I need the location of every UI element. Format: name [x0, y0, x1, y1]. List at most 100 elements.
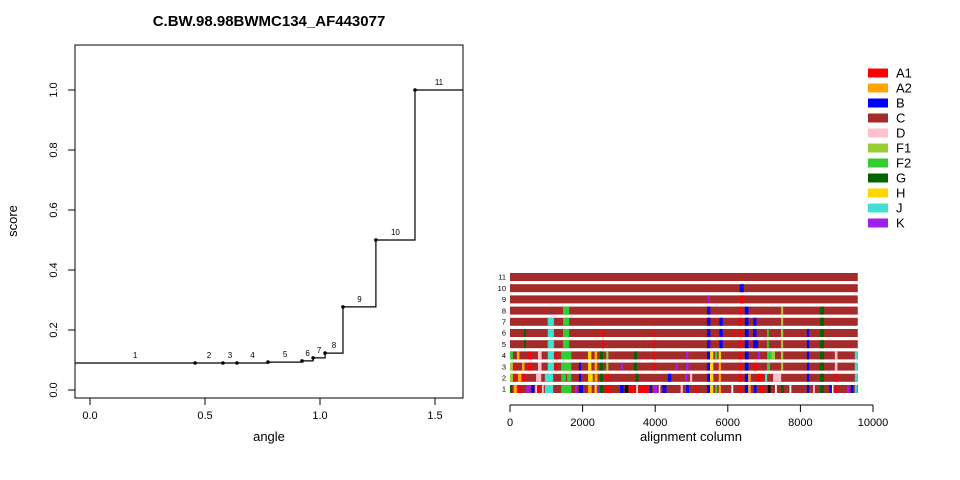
row-stripe-A1 [602, 340, 605, 349]
row-stripe-A2 [718, 373, 721, 382]
row-stripe-J [854, 385, 858, 393]
row-label: 9 [502, 295, 506, 304]
step-marker [341, 305, 345, 309]
row-stripe-G [600, 351, 603, 360]
step-marker [323, 351, 327, 355]
row-label: 3 [502, 362, 506, 371]
alignment-row-2: 2 [502, 374, 858, 383]
row-stripe-F1 [606, 362, 609, 371]
row-stripe-J [544, 385, 554, 393]
row-stripe-white [636, 385, 638, 393]
row-stripe-K [597, 385, 599, 393]
row-base-bar [510, 373, 858, 382]
row-base-bar [510, 306, 858, 315]
row-stripe-D [773, 373, 782, 382]
row-stripe-H [710, 373, 714, 382]
legend-label-B: B [896, 96, 905, 111]
row-stripe-K [621, 362, 624, 371]
legend-swatch-C [868, 113, 888, 123]
row-stripe-H [588, 373, 593, 382]
row-stripe-B [649, 385, 652, 393]
alignment-row-1: 1 [502, 385, 858, 394]
row-stripe-A1 [738, 362, 742, 371]
row-stripe-H [710, 362, 714, 371]
row-stripe-A1 [756, 373, 763, 382]
row-stripe-B [744, 351, 749, 360]
row-stripe-B [707, 373, 711, 382]
y-axis-label-score: score [5, 205, 20, 237]
row-stripe-B [829, 385, 832, 393]
row-stripe-A1 [513, 373, 516, 382]
row-stripe-J [854, 373, 858, 382]
row-stripe-A1 [738, 329, 742, 337]
row-base-bar [510, 329, 858, 337]
x-axis-tick-label: 1.0 [312, 410, 327, 422]
row-stripe-G [523, 329, 526, 337]
row-stripe-F1 [780, 351, 784, 360]
row-label: 11 [498, 273, 506, 282]
row-stripe-F2 [767, 340, 769, 349]
row-stripe-B [744, 373, 749, 382]
row-stripe-B [806, 373, 810, 382]
row-stripe-A1 [653, 351, 656, 360]
row-stripe-B [578, 385, 583, 393]
row-base-bar [510, 385, 858, 393]
row-stripe-F1 [780, 306, 784, 315]
plot-title: C.BW.98.98BWMC134_AF443077 [153, 13, 386, 30]
row-stripe-A1 [605, 385, 611, 393]
row-stripe-K [846, 385, 850, 393]
row-stripe-G [820, 351, 824, 360]
row-label: 6 [502, 329, 506, 338]
row-label: 7 [502, 318, 506, 327]
angle-score-axes: 0.0 0.5 1.0 1.5 0.0 0.2 0.4 0.6 0.8 1.0 [48, 44, 464, 422]
row-stripe-G [780, 385, 784, 393]
row-stripe-white [535, 385, 537, 393]
row-stripe-A2 [516, 351, 520, 360]
legend-label-C: C [896, 111, 905, 126]
row-stripe-F2 [562, 340, 570, 349]
row-stripe-K [574, 385, 578, 393]
row-stripe-A1 [518, 385, 522, 393]
row-stripe-K [526, 385, 531, 393]
row-stripe-black [624, 385, 629, 393]
row-stripe-D [536, 373, 542, 382]
row-stripe-B [744, 385, 749, 393]
row-stripe-H [594, 385, 597, 393]
row-stripe-F2 [561, 362, 572, 371]
step-marker [311, 356, 315, 360]
x-axis-tick-label: 10000 [858, 417, 889, 429]
step-point-label: 3 [228, 351, 233, 360]
row-stripe-F1 [510, 362, 513, 371]
row-stripe-A1 [653, 362, 656, 371]
row-stripe-B [619, 385, 624, 393]
alignment-row-6: 6 [502, 329, 858, 338]
row-stripe-F1 [771, 351, 775, 360]
alignment-row-7: 7 [502, 318, 858, 327]
row-stripe-B [719, 317, 723, 326]
row-stripe-G [635, 373, 639, 382]
row-stripe-J [547, 362, 554, 371]
row-stripe-G [600, 385, 604, 393]
row-base-bar [510, 351, 858, 360]
row-base-bar [510, 362, 858, 371]
row-label: 1 [502, 385, 506, 394]
row-stripe-J [547, 351, 554, 360]
legend-swatch-B [868, 98, 888, 108]
row-stripe-A1 [555, 351, 558, 360]
row-stripe-B [806, 329, 810, 337]
row-label: 8 [502, 306, 506, 315]
step-point-label: 11 [435, 78, 444, 87]
y-axis-tick-label: 0.2 [48, 322, 60, 337]
row-stripe-A2 [521, 362, 525, 371]
row-stripe-D [834, 362, 838, 371]
x-axis-tick-label: 4000 [643, 417, 667, 429]
legend-label-G: G [896, 171, 906, 186]
row-stripe-G [633, 362, 637, 371]
alignment-row-11: 11 [498, 273, 858, 282]
legend-swatch-H [868, 188, 888, 198]
alignment-axis: 0 2000 4000 6000 8000 10000 [507, 404, 889, 429]
alignment-row-3: 3 [502, 362, 858, 371]
row-stripe-A2 [588, 385, 592, 393]
row-stripe-F1 [606, 351, 609, 360]
